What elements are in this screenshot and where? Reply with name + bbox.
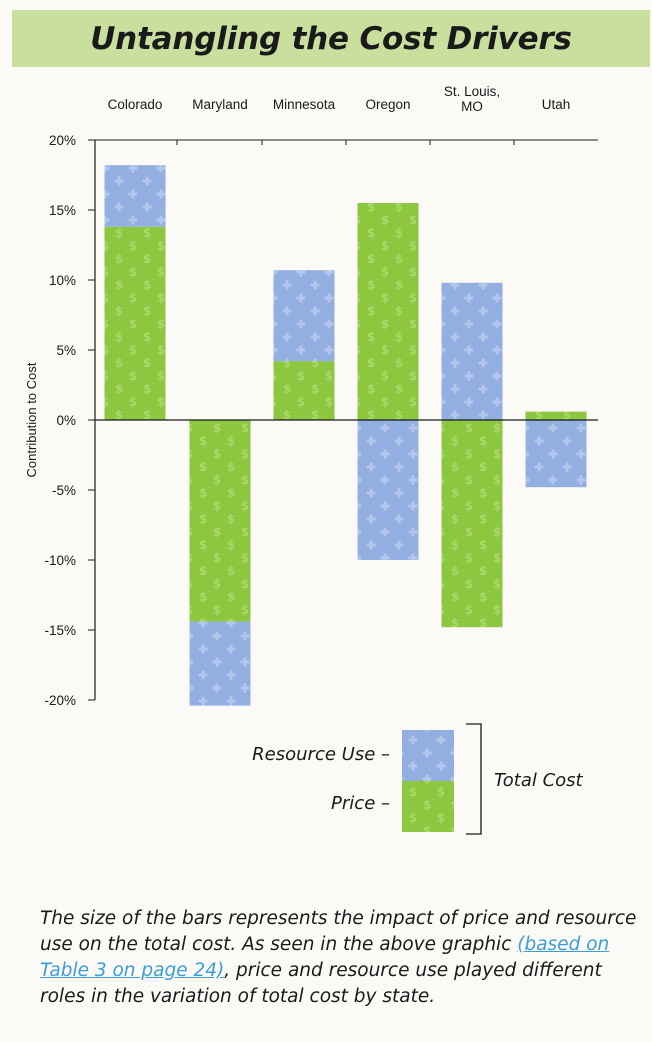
legend-price-swatch bbox=[402, 781, 454, 832]
resource-use-bar bbox=[525, 420, 587, 488]
y-axis-label: Contribution to Cost bbox=[24, 362, 39, 477]
y-tick-label: -20% bbox=[44, 693, 76, 708]
price-bar bbox=[104, 226, 166, 420]
price-bar bbox=[273, 361, 335, 420]
price-bar bbox=[525, 411, 587, 420]
y-tick-label: 15% bbox=[49, 203, 76, 218]
price-bar bbox=[441, 420, 503, 628]
legend-total-label: Total Cost bbox=[494, 770, 584, 791]
caption-text-before: The size of the bars represents the impa… bbox=[40, 908, 637, 955]
category-label: Maryland bbox=[192, 97, 248, 112]
caption: The size of the bars represents the impa… bbox=[40, 906, 640, 1010]
resource-use-bar bbox=[441, 282, 503, 420]
axes bbox=[94, 139, 598, 700]
table-reference-link[interactable]: (based on Table 3 on page 24) bbox=[40, 934, 610, 981]
y-tick-label: 0% bbox=[56, 413, 76, 428]
category-label: Utah bbox=[542, 97, 571, 112]
resource-use-bar bbox=[357, 420, 419, 560]
legend-resource-swatch bbox=[402, 730, 454, 781]
resource-use-bar bbox=[189, 621, 251, 706]
category-label: Colorado bbox=[108, 97, 163, 112]
legend: Resource Use – Price – Total Cost bbox=[252, 723, 584, 835]
resource-use-bar bbox=[273, 270, 335, 362]
category-label: Oregon bbox=[365, 97, 410, 112]
y-axis-ticks: 20% 15% 10% 5% 0% -5% -10% -15% -20% bbox=[44, 133, 95, 708]
category-label: St. Louis, MO bbox=[444, 84, 500, 114]
page-title: Untangling the Cost Drivers bbox=[90, 20, 572, 57]
title-banner: Untangling the Cost Drivers bbox=[12, 10, 650, 67]
price-bar bbox=[189, 420, 251, 622]
y-tick-label: -10% bbox=[44, 553, 76, 568]
legend-price-label: Price – bbox=[331, 793, 390, 814]
bars bbox=[104, 165, 587, 706]
category-labels: Colorado Maryland Minnesota Oregon St. Louis… bbox=[108, 84, 571, 114]
resource-use-bar bbox=[104, 165, 166, 227]
y-tick-label: 20% bbox=[49, 133, 76, 148]
legend-resource-label: Resource Use – bbox=[252, 744, 390, 765]
y-tick-label: -15% bbox=[44, 623, 76, 638]
caption-text-after: , price and resource use played differen… bbox=[40, 960, 602, 1007]
price-bar bbox=[357, 203, 419, 420]
y-tick-label: 10% bbox=[49, 273, 76, 288]
category-label: Minnesota bbox=[273, 97, 336, 112]
y-tick-label: 5% bbox=[56, 343, 76, 358]
y-tick-label: -5% bbox=[52, 483, 76, 498]
legend-bracket bbox=[466, 723, 482, 835]
